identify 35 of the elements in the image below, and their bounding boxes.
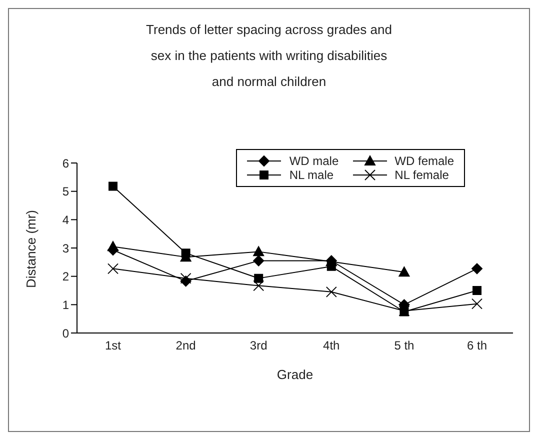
y-tick-label: 6 [62, 156, 70, 170]
point [472, 263, 482, 274]
point [253, 246, 264, 256]
point [254, 274, 264, 283]
y-tick-label: 4 [62, 212, 70, 227]
point [180, 272, 192, 284]
y-axis-title: Distance (mr) [24, 210, 39, 288]
y-tick-label: 1 [62, 298, 70, 312]
x-tick-label: 5 th [394, 338, 414, 353]
x-tick-label: 2nd [176, 338, 196, 353]
legend-label: NL female [394, 168, 449, 182]
legend-label: WD male [289, 154, 339, 168]
point [472, 286, 482, 295]
point [326, 286, 337, 298]
point [398, 266, 410, 277]
point [326, 262, 336, 271]
point [253, 255, 264, 266]
legend-label: NL male [289, 168, 334, 182]
x-tick-label: 1st [104, 338, 122, 353]
point [472, 298, 482, 310]
x-tick-label: 6 th [466, 338, 488, 353]
y-tick-label: 0 [62, 326, 70, 340]
y-tick-label: 2 [62, 270, 70, 284]
x-tick-label: 3rd [250, 338, 268, 353]
y-tick-label: 5 [62, 184, 70, 199]
point [253, 280, 264, 292]
chart-title: Trends of letter spacing across grades and sex in the patients with writing disabilities and normal children [145, 21, 393, 91]
x-axis-title: Grade [276, 367, 314, 382]
point [108, 182, 118, 191]
legend-label: WD female [394, 154, 454, 168]
y-tick-label: 3 [62, 241, 70, 256]
x-tick-label: 4th [323, 338, 340, 353]
point [108, 241, 118, 252]
point [108, 263, 118, 274]
point [181, 248, 190, 258]
